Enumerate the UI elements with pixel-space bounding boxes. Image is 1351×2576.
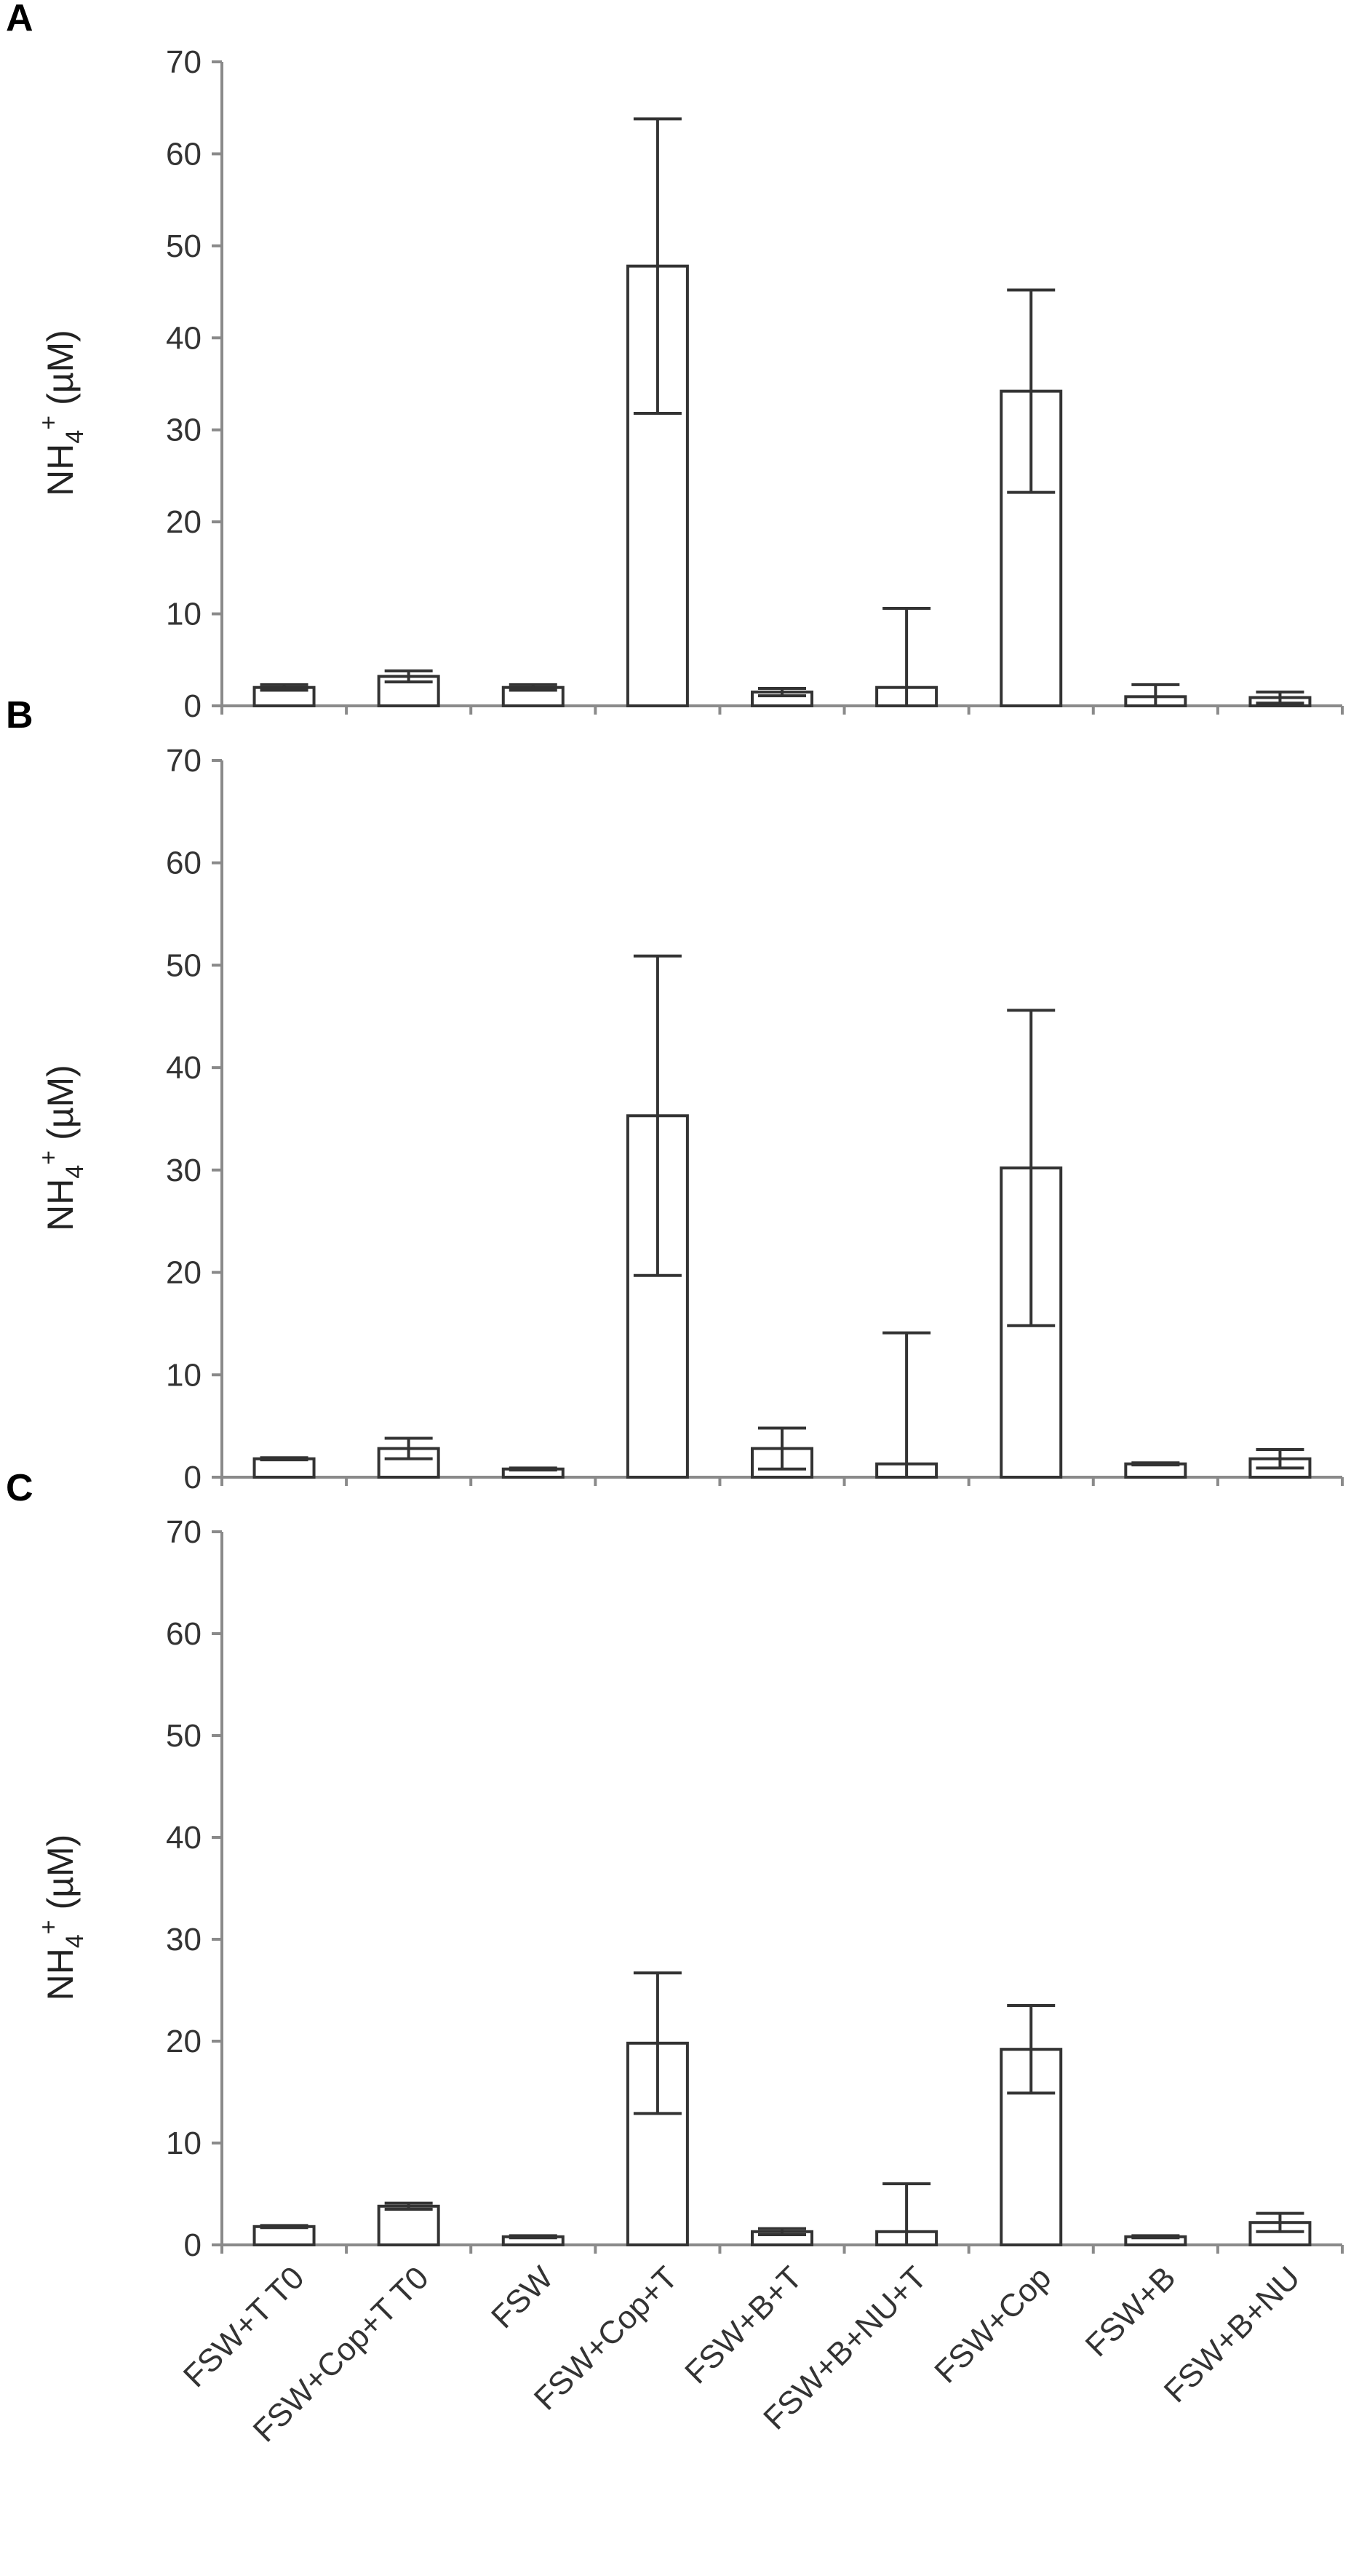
y-axis-label: NH4+ (µM) [35,1834,89,2001]
panel-a: A 0 10 20 30 40 50 60 70 NH4+ (µM) [6,0,1344,724]
y-tick-label: 10 [166,1357,202,1393]
y-tick-label: 0 [184,1460,202,1495]
x-tick-label: FSW+B+T [678,2259,809,2390]
y-tick-label: 20 [166,2024,202,2059]
y-tick-label: 20 [166,504,202,540]
y-axis-label: NH4+ (µM) [35,1065,89,1231]
y-tick-label: 30 [166,1922,202,1957]
bar [377,2204,440,2247]
y-tick-label: 40 [166,320,202,356]
y-tick-label: 20 [166,1255,202,1291]
y-tick-label: 40 [166,1820,202,1856]
y-tick-label: 70 [166,743,202,779]
y-tick-label: 70 [166,1514,202,1550]
panel-label: C [6,1467,33,1509]
y-tick-label: 60 [166,1616,202,1652]
y-tick-label: 50 [166,1718,202,1754]
y-tick-label: 30 [166,1153,202,1188]
y-tick-label: 0 [184,688,202,724]
y-tick-label: 10 [166,597,202,632]
y-tick-label: 50 [166,947,202,983]
panel-b: B 0 10 20 30 40 50 60 70 NH4+ (µM) [6,694,1344,1495]
panel-label: A [6,0,33,39]
y-tick-label: 0 [184,2227,202,2263]
x-tick-label: FSW+Cop [928,2259,1058,2390]
y-tick-label: 10 [166,2126,202,2161]
y-tick-label: 40 [166,1050,202,1086]
bar [252,1457,316,1479]
panel-c: C 0 10 20 30 40 50 60 70 NH4+ (µM) FSW+T T0 FSW+Cop… [6,1467,1344,2449]
y-tick-label: 60 [166,846,202,881]
y-axis-label: NH4+ (µM) [35,330,89,496]
bar [626,2041,689,2247]
y-tick-label: 50 [166,228,202,264]
x-tick-label: FSW [485,2259,560,2335]
y-tick-label: 30 [166,413,202,448]
x-tick-label: FSW+B [1079,2259,1183,2364]
y-tick-label: 60 [166,136,202,172]
panel-label: B [6,694,33,736]
y-tick-label: 70 [166,44,202,80]
x-tick-label: FSW+T T0 [177,2259,311,2394]
bar [252,2225,316,2247]
